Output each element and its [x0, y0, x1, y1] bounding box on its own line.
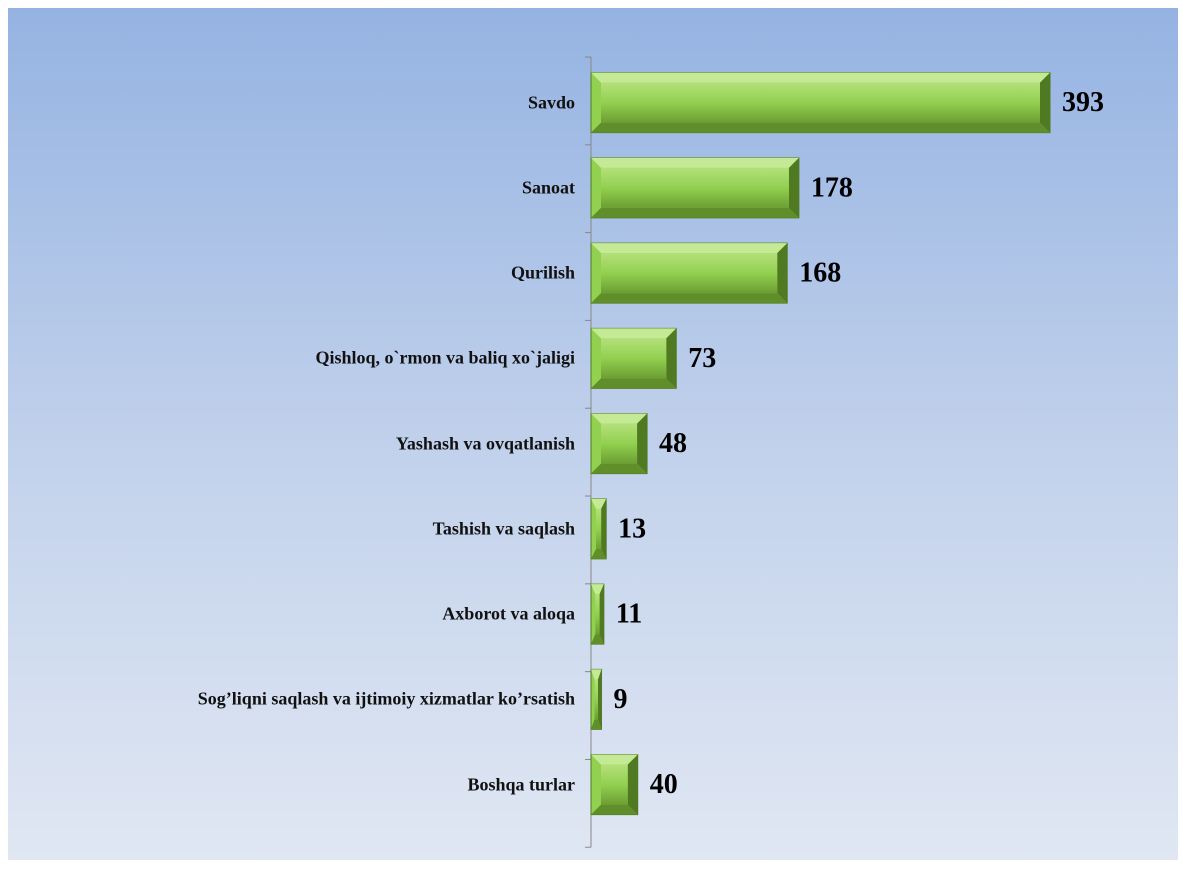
bar-bevel-bottom	[591, 378, 677, 389]
bar-bevel-bottom	[591, 293, 788, 304]
bar-bevel-right	[1040, 72, 1050, 133]
value-label: 168	[799, 258, 841, 289]
bar-face	[601, 253, 778, 294]
bar-bevel-right	[627, 754, 638, 815]
category-text: Sog’liqni saqlash va ijtimoiy xizmatlar …	[197, 688, 575, 709]
category-text: Qishloq, o`rmon va baliq xo`jaligi	[315, 347, 575, 368]
bar-face	[596, 508, 602, 549]
bar-bevel-top	[591, 328, 677, 339]
value-label: 13	[618, 513, 646, 544]
bar-face	[601, 82, 1040, 123]
bar-bevel-bottom	[591, 122, 1050, 133]
value-label: 73	[688, 343, 716, 374]
bar-bevel-right	[599, 584, 604, 645]
category-text: Sanoat	[521, 177, 575, 198]
category-label: Qurilish	[105, 261, 575, 284]
bar-bevel-right	[637, 413, 648, 474]
bar-bevel-right	[601, 498, 607, 559]
bar-bevel-top	[591, 498, 607, 509]
bar-bevel-right	[777, 243, 788, 304]
category-label: Tashish va saqlash	[105, 517, 575, 540]
category-text: Axborot va aloqa	[442, 603, 575, 624]
bar-bevel-bottom	[591, 207, 799, 218]
value-label: 178	[811, 172, 853, 203]
bar-face	[601, 338, 667, 379]
category-text: Yashash va ovqatlanish	[395, 432, 575, 453]
bar-bevel-right	[788, 157, 799, 218]
category-label: Boshqa turlar	[105, 773, 575, 796]
category-text: Qurilish	[510, 262, 575, 283]
category-label: Qishloq, o`rmon va baliq xo`jaligi	[105, 347, 575, 370]
category-text: Tashish va saqlash	[432, 518, 575, 539]
bar-face	[601, 423, 638, 464]
value-label: 40	[650, 769, 678, 800]
bar-face	[601, 764, 628, 805]
bar-bevel-top	[591, 157, 799, 168]
bar-bevel-top	[591, 243, 788, 254]
category-label: Savdo	[105, 91, 575, 114]
bar-bevel-top	[591, 754, 638, 765]
value-label: 11	[616, 599, 642, 630]
bar-bevel-bottom	[591, 548, 607, 559]
bar-bevel-bottom	[591, 719, 602, 730]
bar-face	[601, 167, 789, 208]
bar-bevel-right	[666, 328, 677, 389]
bar-bevel-bottom	[591, 463, 648, 474]
value-label: 393	[1062, 87, 1104, 118]
value-label: 9	[614, 684, 628, 715]
category-label: Axborot va aloqa	[105, 602, 575, 625]
bar-bevel-top	[591, 72, 1050, 83]
bar-face	[594, 679, 599, 720]
category-label: Sanoat	[105, 176, 575, 199]
bar-bevel-bottom	[591, 804, 638, 815]
category-label: Sog’liqni saqlash va ijtimoiy xizmatlar …	[105, 688, 575, 711]
bar-bevel-right	[598, 669, 602, 730]
category-text: Boshqa turlar	[467, 773, 575, 794]
category-text: Savdo	[527, 91, 575, 112]
bar-bevel-top	[591, 413, 648, 424]
value-label: 48	[659, 428, 687, 459]
category-label: Yashash va ovqatlanish	[105, 432, 575, 455]
bar-bevel-top	[591, 669, 602, 680]
bar-face	[595, 594, 600, 635]
